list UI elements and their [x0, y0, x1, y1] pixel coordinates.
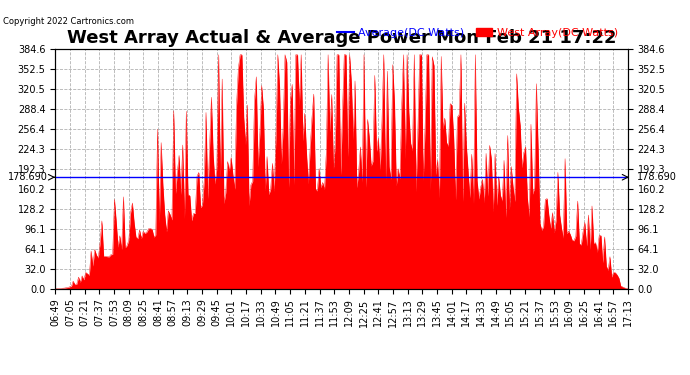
Legend: Average(DC Watts), West Array(DC Watts): Average(DC Watts), West Array(DC Watts): [333, 23, 622, 42]
Title: West Array Actual & Average Power Mon Feb 21 17:22: West Array Actual & Average Power Mon Fe…: [67, 29, 616, 47]
Text: 178.690: 178.690: [8, 172, 48, 182]
Text: Copyright 2022 Cartronics.com: Copyright 2022 Cartronics.com: [3, 17, 135, 26]
Text: 178.690: 178.690: [636, 172, 676, 182]
